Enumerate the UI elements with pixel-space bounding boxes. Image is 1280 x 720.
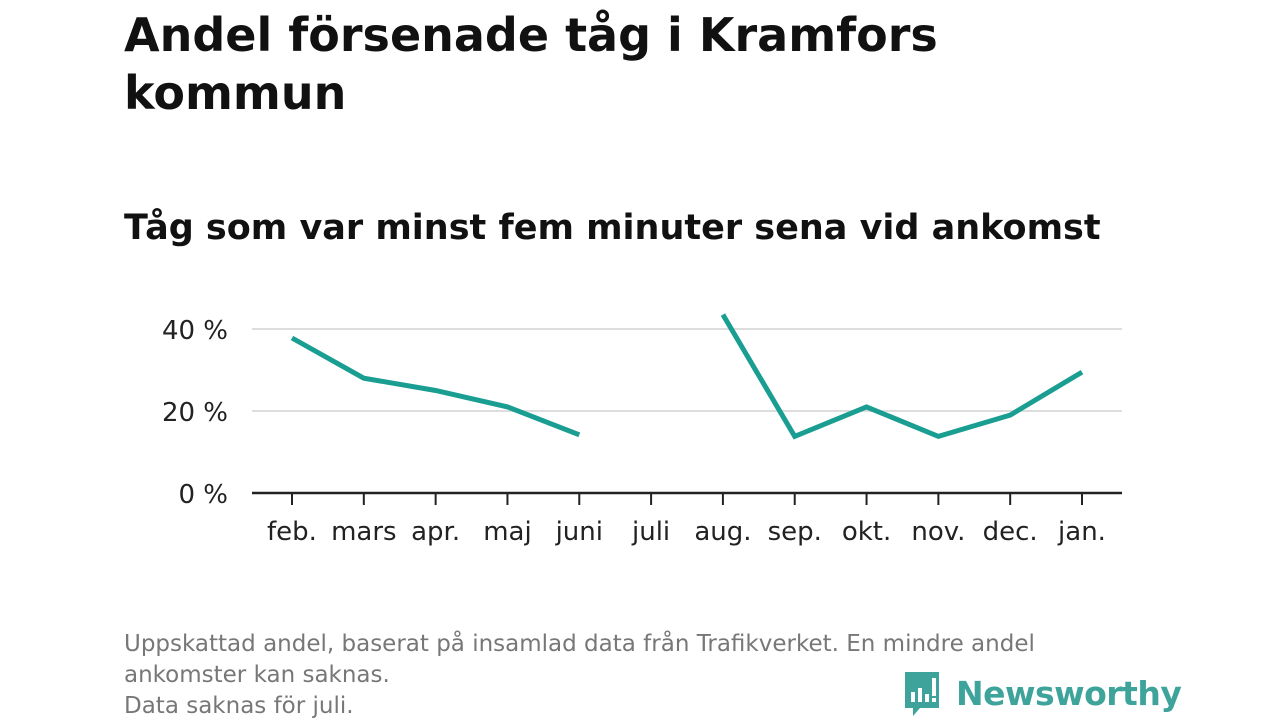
x-tick-label: aug.: [694, 517, 751, 547]
footnote-line: ankomster kan saknas.: [124, 662, 390, 688]
y-tick-label: 40 %: [162, 316, 228, 346]
x-tick-label: feb.: [267, 517, 317, 547]
x-tick-label: maj: [483, 517, 531, 547]
y-tick-label: 0 %: [178, 480, 228, 510]
x-tick-label: jan.: [1057, 517, 1106, 547]
chart-subtitle: Tåg som var minst fem minuter sena vid a…: [124, 208, 1101, 248]
grid-lines: [252, 328, 1122, 412]
x-tick-label: dec.: [983, 517, 1038, 547]
x-tick-label: juli: [631, 517, 670, 547]
brand-name: Newsworthy: [956, 673, 1182, 713]
chart-title: Andel försenade tåg i Kramfors kommun: [124, 8, 938, 120]
series-line: [290, 335, 581, 438]
footnote-line: Uppskattad andel, baserat på insamlad da…: [124, 631, 1035, 657]
y-axis-tick-labels: 0 % 20 % 40 %: [162, 316, 228, 510]
x-tick-label: okt.: [842, 517, 891, 547]
bar-chart-speech-bubble-icon: [905, 672, 939, 716]
y-tick-label: 20 %: [162, 398, 228, 428]
x-axis-tick-labels: feb. mars apr. maj juni juli aug. sep. okt. nov. d…: [267, 517, 1106, 547]
series-line: [720, 313, 1084, 440]
series-lines: [290, 313, 1084, 440]
footnote-line: Data saknas för juli.: [124, 693, 354, 719]
x-tick-label: apr.: [411, 517, 460, 547]
x-tick-label: nov.: [911, 517, 965, 547]
x-tick-label: mars: [331, 517, 397, 547]
x-axis: [252, 491, 1122, 505]
x-tick-label: sep.: [768, 517, 822, 547]
footnote: Uppskattad andel, baserat på insamlad da…: [124, 629, 1164, 720]
x-tick-label: juni: [555, 517, 603, 547]
brand-logo: Newsworthy: [902, 668, 1182, 718]
